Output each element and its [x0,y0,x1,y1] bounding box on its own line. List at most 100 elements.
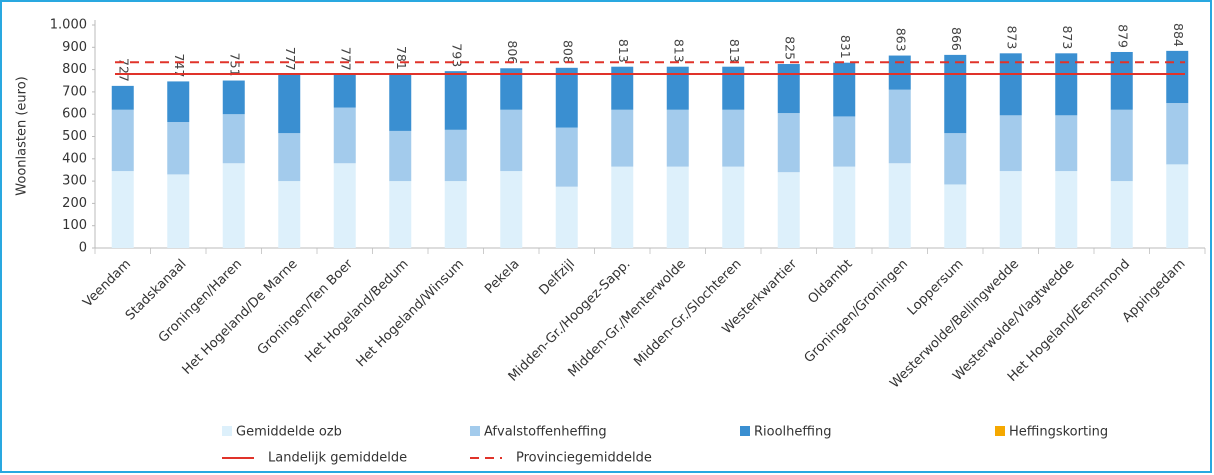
total-label: 863 [893,28,908,52]
y-tick-label: 800 [62,62,87,77]
bar-segment [722,109,745,167]
y-tick-label: 200 [62,196,87,211]
bar-segment [1166,50,1189,104]
total-label: 873 [1004,25,1019,49]
legend-swatch [222,426,232,436]
total-label: 751 [227,53,242,77]
bar-segment [944,133,967,185]
bar-segment [1055,115,1078,172]
bar-segment [500,109,523,172]
legend-swatch [740,426,750,436]
bar-segment [722,166,745,248]
total-label: 808 [560,40,575,64]
total-label: 747 [172,54,187,78]
bar-segment [222,163,245,248]
bar-segment [167,81,190,123]
y-tick-label: 400 [62,151,87,166]
bar-segment [111,85,134,110]
y-tick-label: 600 [62,107,87,122]
total-label: 781 [394,46,409,70]
total-label: 873 [1060,25,1075,49]
total-label: 831 [838,35,853,59]
bar-segment [1166,103,1189,165]
bar-segment [111,171,134,248]
bar-segment [888,89,911,164]
total-label: 813 [616,39,631,63]
total-label: 777 [338,47,353,71]
bar-segment [999,115,1022,172]
bar-segment [1055,53,1078,116]
total-label: 813 [671,39,686,63]
bar-segment [555,67,578,128]
bar-segment [278,181,301,248]
bar-segment [389,181,412,248]
bar-segment [777,172,800,248]
total-label: 806 [505,40,520,64]
bar-segment [111,109,134,172]
y-tick-label: 1.000 [50,18,87,33]
bar-segment [278,74,301,134]
bar-segment [888,55,911,90]
total-label: 825 [782,36,797,60]
bar-segment [389,130,412,182]
bar-segment [888,163,911,248]
bar-segment [1110,51,1133,110]
bar-segment [333,163,356,248]
bar-segment [222,80,245,115]
bar-segment [666,166,689,248]
legend-label: Heffingskorting [1009,425,1108,440]
bar-segment [999,171,1022,248]
legend-label: Landelijk gemiddelde [268,451,407,466]
bar-segment [444,181,467,248]
y-tick-label: 500 [62,129,87,144]
bar-segment [444,71,467,130]
bar-segment [1110,181,1133,248]
bar-segment [167,122,190,175]
bar-segment [1110,109,1133,182]
bar-segment [666,66,689,110]
legend-swatch [995,426,1005,436]
bar-segment [500,68,523,110]
legend-label: Gemiddelde ozb [236,425,342,440]
total-label: 884 [1171,23,1186,47]
legend-label: Afvalstoffenheffing [484,425,607,440]
bar-segment [333,74,356,108]
bar-segment [555,127,578,187]
bar-segment [833,62,856,117]
bar-segment [944,54,967,134]
bar-segment [833,166,856,248]
y-tick-label: 300 [62,174,87,189]
legend-swatch [470,426,480,436]
bar-segment [722,66,745,110]
total-label: 793 [449,43,464,67]
legend-label: Rioolheffing [754,425,831,440]
bar-segment [611,109,634,167]
bar-segment [999,53,1022,116]
legend-label: Provinciegemiddelde [516,451,652,466]
bar-segment [611,66,634,110]
bar-segment [1055,171,1078,248]
bar-segment [611,166,634,248]
y-tick-label: 100 [62,218,87,233]
bar-segment [500,171,523,248]
bar-segment [833,116,856,167]
bar-segment [777,113,800,173]
y-tick-label: 0 [79,241,87,256]
bar-segment [666,109,689,167]
bar-segment [222,114,245,164]
bar-segment [333,107,356,164]
total-label: 727 [116,58,131,82]
bar-segment [389,73,412,131]
bar-segment [167,174,190,248]
bar-segment [1166,164,1189,248]
total-label: 866 [949,27,964,51]
bar-segment [278,133,301,182]
y-tick-label: 700 [62,84,87,99]
bar-segment [555,186,578,248]
total-label: 879 [1115,24,1130,48]
bar-segment [777,64,800,114]
y-tick-label: 900 [62,40,87,55]
y-axis-label: Woonlasten (euro) [15,76,30,195]
total-label: 777 [283,47,298,71]
